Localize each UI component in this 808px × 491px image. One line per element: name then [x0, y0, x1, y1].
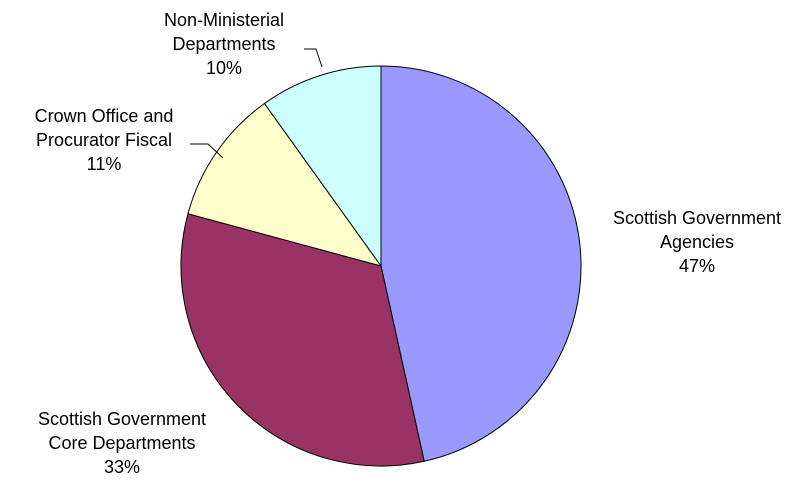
slice-label-crown-office-and-procurator-fiscal-line-2: Procurator Fiscal: [36, 130, 172, 150]
slice-label-scottish-government-core-departments-line-2: Core Departments: [48, 433, 195, 453]
slice-label-scottish-government-agencies-line-1: Scottish Government: [613, 208, 781, 228]
slice-labels: Scottish Government Agencies 47% Scottish G…: [35, 10, 781, 477]
pie-slice-scottish-government-core-departments: [180, 213, 425, 467]
leader-line-crown-office-and-procurator-fiscal: [190, 143, 224, 159]
leader-line-non-ministerial-departments: [304, 48, 323, 68]
slice-percent-scottish-government-core-departments: 33%: [104, 457, 140, 477]
slice-label-non-ministerial-departments-line-2: Departments: [172, 34, 275, 54]
leader-lines: [190, 48, 323, 159]
slice-percent-non-ministerial-departments: 10%: [206, 58, 242, 78]
pie-slice-non-ministerial-departments: [263, 65, 382, 268]
pie-slices: [180, 65, 582, 467]
pie-slice-scottish-government-agencies: [380, 65, 582, 462]
slice-label-crown-office-and-procurator-fiscal-line-1: Crown Office and: [35, 106, 174, 126]
slice-label-scottish-government-core-departments-line-1: Scottish Government: [38, 409, 206, 429]
slice-label-non-ministerial-departments-line-1: Non-Ministerial: [164, 10, 284, 30]
slice-label-scottish-government-agencies-line-2: Agencies: [660, 232, 734, 252]
slice-percent-scottish-government-agencies: 47%: [679, 256, 715, 276]
slice-percent-crown-office-and-procurator-fiscal: 11%: [87, 154, 122, 174]
